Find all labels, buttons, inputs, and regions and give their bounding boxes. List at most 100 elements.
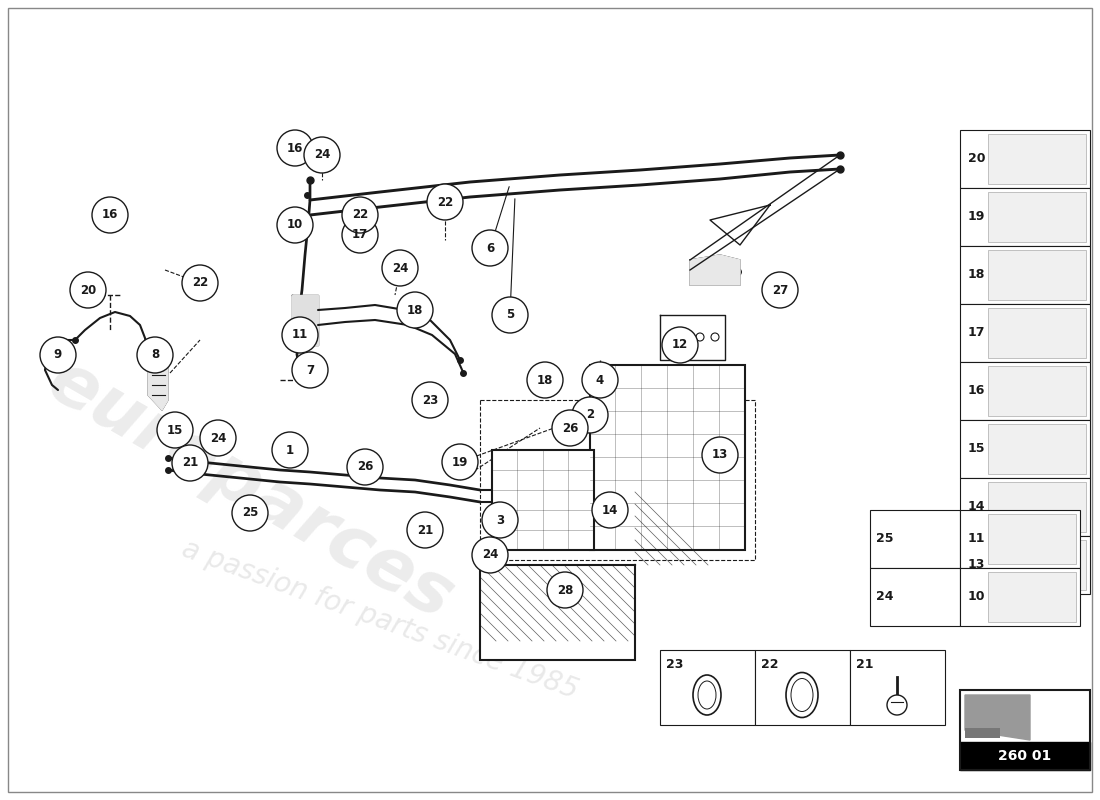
FancyBboxPatch shape [988, 308, 1086, 358]
Circle shape [292, 352, 328, 388]
Text: 12: 12 [672, 338, 689, 351]
FancyBboxPatch shape [988, 482, 1086, 532]
FancyBboxPatch shape [988, 514, 1076, 564]
Circle shape [592, 492, 628, 528]
Text: 9: 9 [54, 349, 62, 362]
Circle shape [342, 217, 378, 253]
FancyBboxPatch shape [660, 650, 755, 725]
Text: 16: 16 [287, 142, 304, 154]
Text: 17: 17 [968, 326, 986, 339]
Text: 10: 10 [287, 218, 304, 231]
Circle shape [482, 502, 518, 538]
FancyBboxPatch shape [960, 246, 1090, 304]
Text: 1: 1 [286, 443, 294, 457]
FancyBboxPatch shape [960, 478, 1090, 536]
FancyBboxPatch shape [960, 568, 1080, 626]
Circle shape [157, 412, 192, 448]
Text: 19: 19 [452, 455, 469, 469]
Text: 26: 26 [356, 461, 373, 474]
Text: 2: 2 [586, 409, 594, 422]
FancyBboxPatch shape [755, 650, 850, 725]
Text: 24: 24 [392, 262, 408, 274]
Circle shape [172, 445, 208, 481]
Text: 15: 15 [167, 423, 184, 437]
Polygon shape [965, 695, 1030, 740]
FancyBboxPatch shape [960, 130, 1090, 188]
Text: 18: 18 [407, 303, 424, 317]
FancyBboxPatch shape [965, 728, 1000, 738]
Text: 11: 11 [292, 329, 308, 342]
FancyBboxPatch shape [492, 450, 594, 550]
Polygon shape [148, 350, 168, 410]
Circle shape [547, 572, 583, 608]
Text: 8: 8 [151, 349, 160, 362]
FancyBboxPatch shape [456, 455, 472, 473]
FancyBboxPatch shape [590, 365, 745, 550]
Text: 16: 16 [102, 209, 118, 222]
FancyBboxPatch shape [960, 536, 1090, 594]
Circle shape [702, 437, 738, 473]
Text: 260 01: 260 01 [999, 749, 1052, 763]
FancyBboxPatch shape [960, 304, 1090, 362]
Circle shape [442, 444, 478, 480]
Circle shape [552, 410, 589, 446]
Text: 25: 25 [876, 533, 893, 546]
FancyBboxPatch shape [358, 460, 376, 480]
Circle shape [572, 397, 608, 433]
Circle shape [232, 495, 268, 531]
Circle shape [182, 265, 218, 301]
Text: 21: 21 [417, 523, 433, 537]
Text: 28: 28 [557, 583, 573, 597]
Text: 18: 18 [968, 269, 986, 282]
Text: 24: 24 [210, 431, 227, 445]
Text: 6: 6 [486, 242, 494, 254]
Text: 4: 4 [596, 374, 604, 386]
Circle shape [92, 197, 128, 233]
Text: 11: 11 [968, 533, 986, 546]
Circle shape [346, 449, 383, 485]
FancyBboxPatch shape [870, 568, 960, 626]
FancyBboxPatch shape [988, 424, 1086, 474]
Circle shape [492, 297, 528, 333]
FancyBboxPatch shape [480, 565, 635, 660]
Text: 19: 19 [968, 210, 986, 223]
Polygon shape [690, 255, 740, 285]
Circle shape [472, 537, 508, 573]
Text: 20: 20 [80, 283, 96, 297]
Circle shape [277, 207, 313, 243]
FancyBboxPatch shape [988, 250, 1086, 300]
Text: 20: 20 [968, 153, 986, 166]
FancyBboxPatch shape [850, 650, 945, 725]
Text: 17: 17 [352, 229, 368, 242]
Circle shape [407, 512, 443, 548]
FancyBboxPatch shape [988, 192, 1086, 242]
Circle shape [662, 327, 698, 363]
Text: 14: 14 [602, 503, 618, 517]
Text: 24: 24 [314, 149, 330, 162]
FancyBboxPatch shape [960, 188, 1090, 246]
Circle shape [382, 250, 418, 286]
Circle shape [427, 184, 463, 220]
Text: 23: 23 [666, 658, 683, 671]
Text: 18: 18 [537, 374, 553, 386]
Circle shape [40, 337, 76, 373]
Circle shape [342, 197, 378, 233]
FancyBboxPatch shape [960, 362, 1090, 420]
Circle shape [304, 137, 340, 173]
Text: a passion for parts since 1985: a passion for parts since 1985 [178, 535, 582, 705]
Circle shape [272, 432, 308, 468]
FancyBboxPatch shape [988, 366, 1086, 416]
Text: 5: 5 [506, 309, 514, 322]
Text: 16: 16 [968, 385, 986, 398]
FancyBboxPatch shape [960, 420, 1090, 478]
Text: 24: 24 [482, 549, 498, 562]
Text: 22: 22 [761, 658, 779, 671]
Text: 22: 22 [352, 209, 368, 222]
Text: 14: 14 [968, 501, 986, 514]
Text: 26: 26 [562, 422, 579, 434]
Text: 27: 27 [772, 283, 788, 297]
FancyBboxPatch shape [988, 540, 1086, 590]
Circle shape [412, 382, 448, 418]
Circle shape [70, 272, 106, 308]
Text: 25: 25 [242, 506, 258, 519]
